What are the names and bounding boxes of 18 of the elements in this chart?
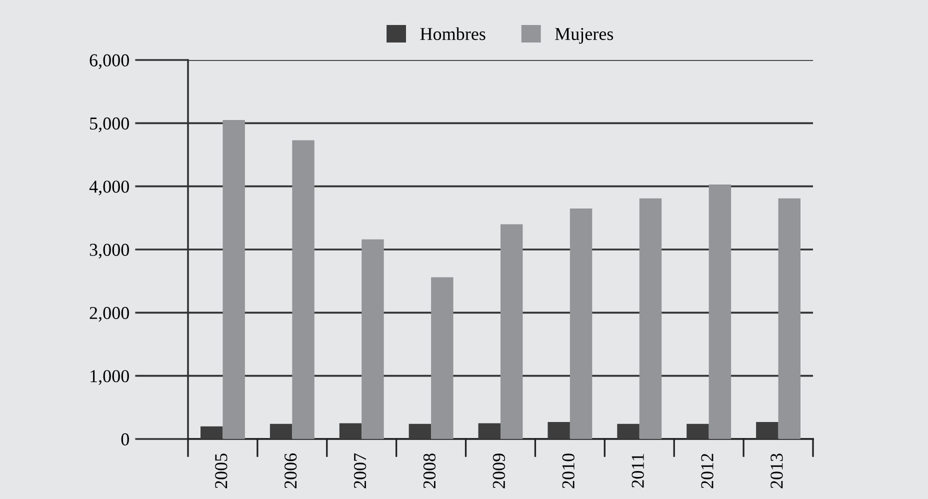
x-tick-label: 2005	[215, 454, 228, 488]
y-tick-label: 4,000	[89, 180, 129, 196]
x-tick-label: 2009	[492, 454, 506, 488]
y-tick-label: 3,000	[90, 244, 129, 259]
y-tick-label: 1,000	[90, 370, 129, 385]
y-tick-label: 6,000	[90, 54, 129, 70]
x-tick-label: 2011	[632, 454, 644, 488]
x-tick-label: 2008	[423, 454, 436, 488]
legend-label: Hombres	[420, 27, 486, 40]
x-tick-label: 2010	[562, 454, 574, 488]
legend-label: Mujeres	[555, 28, 614, 44]
y-tick-label: 5,000	[90, 117, 129, 132]
x-tick-label: 2012	[701, 454, 714, 488]
x-tick-label: 2007	[354, 453, 366, 488]
y-tick-label: 2,000	[90, 306, 129, 322]
x-tick-label: 2006	[284, 453, 297, 488]
y-tick-label: 0	[121, 433, 129, 446]
x-tick-label: 2013	[770, 454, 783, 488]
